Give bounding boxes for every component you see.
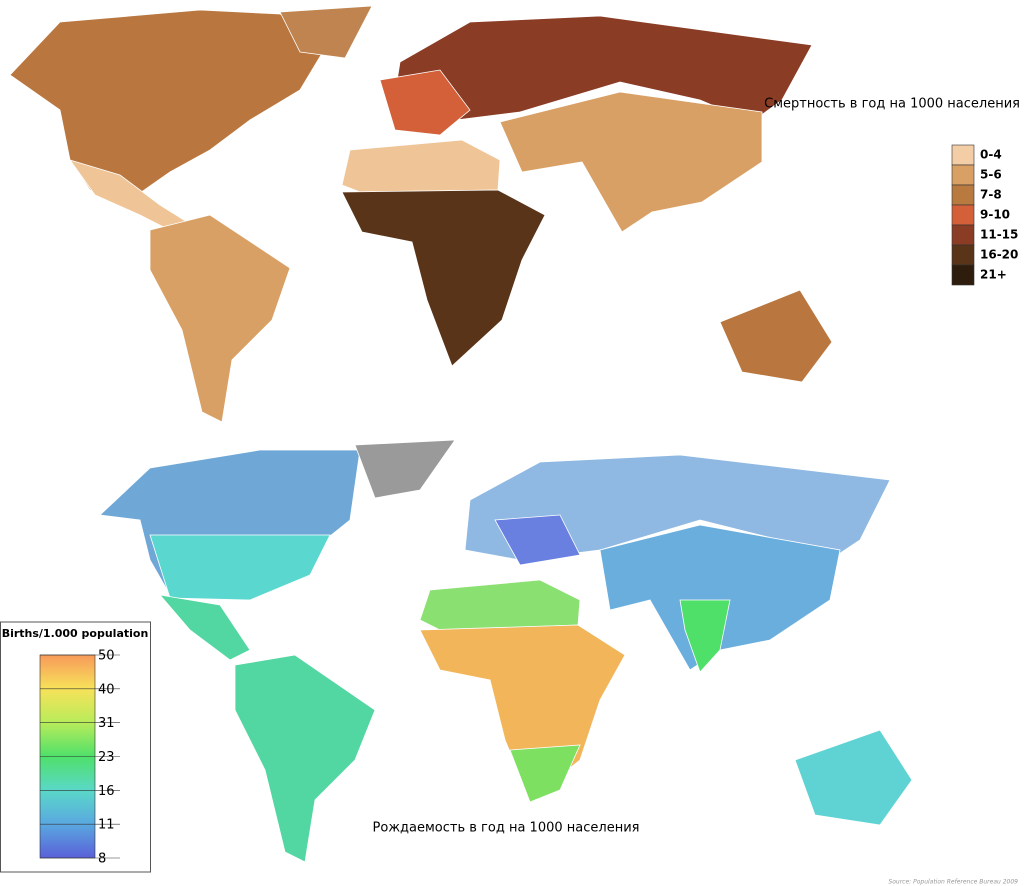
birth-legend: Births/1.000 population 50 40 31 23 16 11 8 bbox=[0, 621, 151, 873]
greenland bbox=[354, 439, 456, 499]
africa bbox=[341, 189, 546, 367]
legend-label: 5-6 bbox=[980, 168, 1002, 182]
tick-label: 23 bbox=[98, 750, 115, 765]
legend-label: 0-4 bbox=[980, 148, 1002, 162]
legend-swatch bbox=[951, 244, 975, 266]
birth-map-title: Рождаемость в год на 1000 населения bbox=[373, 821, 640, 836]
tick-label: 8 bbox=[98, 852, 106, 867]
usa bbox=[149, 534, 331, 601]
australia bbox=[719, 289, 833, 383]
asia bbox=[599, 524, 841, 671]
central-europe bbox=[494, 514, 581, 566]
south-america bbox=[149, 214, 291, 423]
birth-ticks: 50 40 31 23 16 11 8 bbox=[40, 649, 120, 867]
india bbox=[679, 599, 731, 673]
legend-label: 7-8 bbox=[980, 188, 1002, 202]
tick-label: 11 bbox=[98, 818, 115, 833]
tick-label: 16 bbox=[98, 784, 115, 799]
legend-swatch bbox=[951, 204, 975, 226]
australia bbox=[794, 729, 913, 826]
north-africa bbox=[341, 139, 501, 193]
tick-label: 31 bbox=[98, 716, 115, 731]
legend-swatch bbox=[951, 184, 975, 206]
asia bbox=[499, 91, 763, 233]
legend-label: 16-20 bbox=[980, 248, 1018, 262]
west-europe bbox=[379, 69, 471, 136]
north-america bbox=[9, 9, 331, 201]
south-africa bbox=[509, 744, 581, 803]
legend-label: 9-10 bbox=[980, 208, 1010, 222]
legend-swatch bbox=[951, 144, 975, 166]
greenland bbox=[279, 5, 373, 59]
legend-swatch bbox=[951, 224, 975, 246]
birth-map bbox=[99, 439, 913, 863]
legend-swatch bbox=[951, 164, 975, 186]
legend-label: 11-15 bbox=[980, 228, 1018, 242]
tick-label: 50 bbox=[98, 649, 115, 664]
south-america bbox=[234, 654, 376, 863]
north-africa bbox=[419, 579, 581, 631]
death-legend: 0-4 5-6 7-8 9-10 11-15 16-20 21+ bbox=[951, 144, 1018, 286]
legend-swatch bbox=[951, 264, 975, 286]
tick-label: 40 bbox=[98, 682, 115, 697]
legend-title: Births/1.000 population bbox=[2, 627, 149, 640]
death-map-title: Смертность в год на 1000 населения bbox=[764, 97, 1020, 112]
legend-label: 21+ bbox=[980, 268, 1007, 282]
source: Source: Population Reference Bureau 2009 bbox=[888, 879, 1018, 886]
central-america bbox=[158, 594, 251, 661]
death-map bbox=[9, 5, 833, 423]
